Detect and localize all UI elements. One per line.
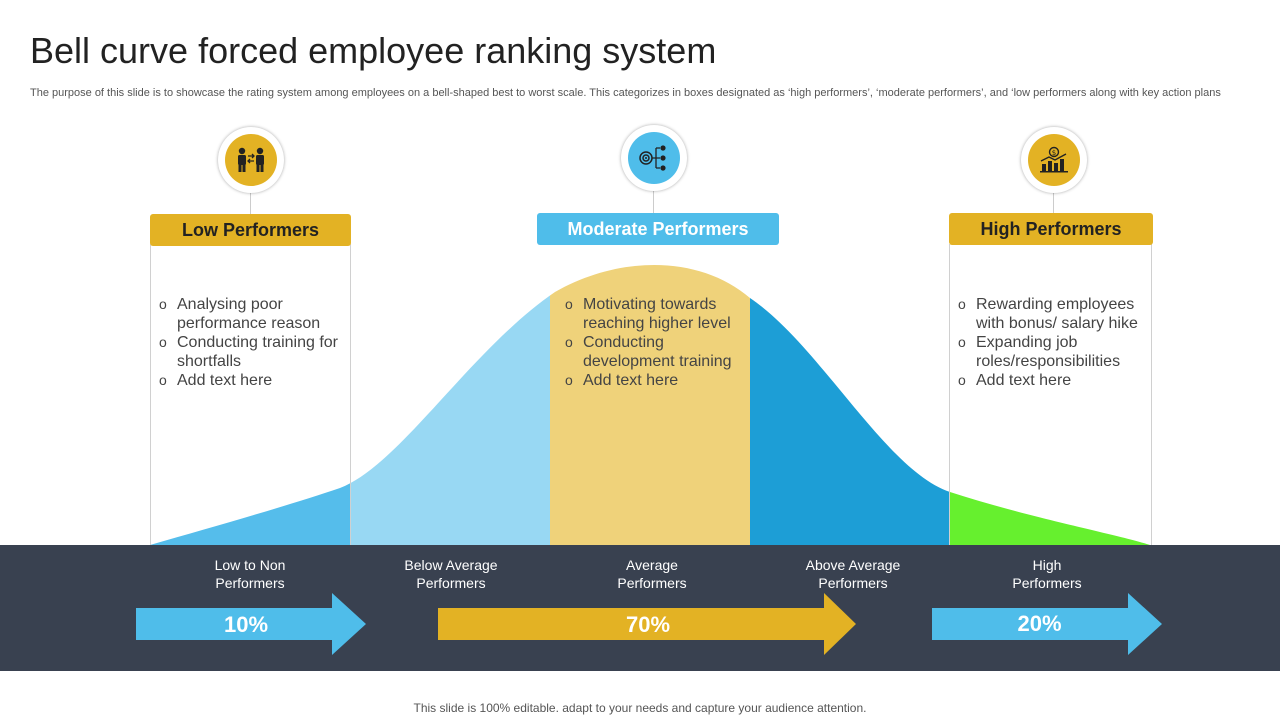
arrow-low-share	[136, 593, 366, 655]
curve-segment-average	[550, 264, 750, 545]
svg-text:$: $	[1052, 149, 1056, 157]
high-performers-icon-circle: $	[1021, 127, 1087, 193]
low-performers-icon-circle	[218, 127, 284, 193]
footer-note: This slide is 100% editable. adapt to yo…	[413, 701, 867, 715]
list-item: Motivating towards reaching higher level	[563, 295, 748, 333]
list-item: Conducting development training	[563, 333, 748, 371]
page-title: Bell curve forced employee ranking syste…	[30, 30, 717, 71]
list-item: Add text here	[157, 371, 347, 390]
connector-low	[250, 190, 251, 216]
moderate-performers-header: Moderate Performers	[537, 213, 779, 245]
list-item: Add text here	[956, 371, 1148, 390]
curve-segment-above-average	[750, 264, 950, 545]
moderate-performers-icon-circle	[621, 125, 687, 191]
segment-label-low: Low to Non Performers	[214, 557, 286, 591]
list-item: Add text here	[563, 371, 748, 390]
people-exchange-icon	[225, 134, 277, 186]
high-performers-column	[949, 244, 1152, 545]
growth-chart-icon: $	[1028, 134, 1080, 186]
low-performers-column	[150, 244, 351, 545]
moderate-share-value: 70%	[625, 612, 671, 637]
high-share-value: 20%	[1017, 611, 1062, 636]
segment-label-high: High Performers	[1012, 557, 1082, 591]
high-performers-header: High Performers	[949, 213, 1153, 245]
segment-label-below-average: Below Average Performers	[404, 557, 498, 591]
list-item: Conducting training for shortfalls	[157, 333, 347, 371]
page-subtitle: The purpose of this slide is to showcase…	[30, 87, 1221, 99]
high-performers-actions: Rewarding employees with bonus/ salary h…	[956, 295, 1148, 390]
moderate-performers-actions: Motivating towards reaching higher level…	[563, 295, 748, 390]
arrow-high-share	[932, 593, 1162, 655]
curve-segment-below-average	[350, 264, 550, 545]
low-share-value: 10%	[223, 612, 269, 637]
list-item: Expanding job roles/responsibilities	[956, 333, 1148, 371]
low-performers-actions: Analysing poor performance reason Conduc…	[157, 295, 347, 390]
target-network-icon	[628, 132, 680, 184]
segment-label-average: Average Performers	[617, 557, 687, 591]
connector-moderate	[653, 188, 654, 214]
list-item: Analysing poor performance reason	[157, 295, 347, 333]
connector-high	[1053, 190, 1054, 216]
segment-label-above-average: Above Average Performers	[805, 557, 901, 591]
arrow-moderate-share	[438, 593, 856, 655]
low-performers-header: Low Performers	[150, 214, 351, 246]
list-item: Rewarding employees with bonus/ salary h…	[956, 295, 1148, 333]
